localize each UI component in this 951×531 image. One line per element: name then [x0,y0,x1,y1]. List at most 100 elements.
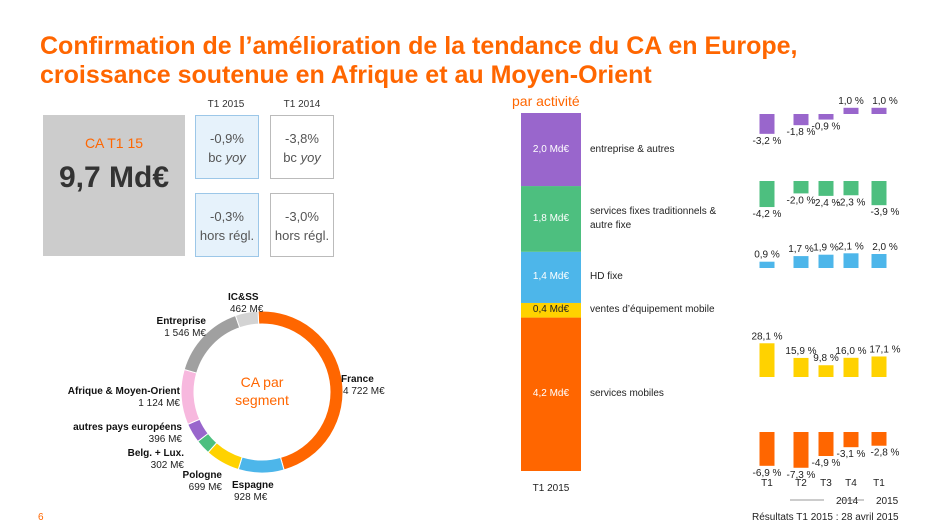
growth-label-ventes-d-quipement-mobile-4: 17,1 % [869,344,900,355]
revenue-kpi-box: CA T1 15 9,7 Md€ [43,115,185,256]
growth-label-ventes-d-quipement-mobile-3: 16,0 % [835,346,866,357]
donut-slice-espagne [237,456,285,474]
stack-value-ventes-d-quipement-mobile: 0,4 Md€ [532,304,570,316]
growth-bar-hd-fixe-2 [818,254,834,268]
footer-note: Résultats T1 2015 : 28 avril 2015 [752,512,899,523]
donut-label-ic-ss: IC&SS [228,292,259,303]
growth-bar-ventes-d-quipement-mobile-4 [871,356,887,377]
page-title: Confirmation de l’amélioration de la ten… [40,32,920,90]
year-label-2014: 2014 [836,496,859,506]
stack-label-entreprise-autres: entreprise & autres [590,143,675,155]
growth-label-hd-fixe-4: 2,0 % [872,242,898,253]
growth-label-hd-fixe-2: 1,9 % [813,243,839,254]
growth-basis: hors régl. [199,228,255,243]
stack-segment-services-fixes-traditionnels-autre-fixe [521,186,581,252]
quarter-label: T1 [761,478,773,489]
donut-slice-france [257,310,344,471]
growth-bar-services-mobiles-2 [818,432,834,457]
growth-bar-hd-fixe-0 [759,261,775,268]
revenue-kpi-label: CA T1 15 [84,135,144,151]
donut-value-afrique-moyen-orient: 1 124 M€ [138,398,180,409]
growth-bar-hd-fixe-1 [793,256,809,268]
growth-value: -0,9% [210,131,244,146]
donut-value-pologne: 699 M€ [189,482,223,493]
growth-bar-services-fixes-traditionnels-autre-fixe-1 [793,181,809,194]
growth-label-ventes-d-quipement-mobile-2: 9,8 % [813,353,839,364]
donut-label-france: France [341,374,374,385]
donut-label-autres-pays-europ-ens: autres pays européens [73,422,182,433]
growth-label-entreprise-autres-3: 1,0 % [838,96,864,107]
growth-bar-services-fixes-traditionnels-autre-fixe-0 [759,181,775,208]
growth-basis: bc yoy [283,150,321,165]
growth-small-multiples: -3,2 % -1,8 %-0,9 % 1,0 % 1,0 % -4,2 % -2,0 %… [752,96,901,506]
stack-label-services-fixes-traditionnels-autre-fixe: services fixes traditionnels & autre fix… [590,205,717,231]
donut-value-france: 4 722 M€ [343,386,385,397]
stack-value-services-fixes-traditionnels-autre-fixe: 1,8 Md€ [532,212,570,224]
growth-basis: bc yoy [208,150,246,165]
quarter-label: T1 [873,478,885,489]
stack-value-entreprise-autres: 2,0 Md€ [532,143,570,155]
growth-label-services-fixes-traditionnels-autre-fixe-0: -4,2 % [753,209,782,220]
donut-value-entreprise: 1 546 M€ [164,328,206,339]
growth-bar-hd-fixe-3 [843,253,859,268]
growth-bar-services-mobiles-3 [843,432,859,448]
title-line-2: croissance soutenue en Afrique et au Moy… [40,61,652,89]
growth-bar-services-mobiles-4 [871,432,887,446]
stack-x-label: T1 2015 [532,483,570,494]
growth-bar-services-fixes-traditionnels-autre-fixe-2 [818,181,834,196]
growth-bar-entreprise-autres-1 [793,114,809,126]
growth-label-entreprise-autres-2: -0,9 % [812,122,841,133]
donut-label-pologne: Pologne [183,470,223,481]
donut-slice-afrique-moyen-orient [180,368,201,426]
growth-label-services-mobiles-4: -2,8 % [871,448,900,459]
growth-cell-bc-2015: -0,9% bc yoy [195,115,259,179]
growth-value: -3,8% [285,131,319,146]
donut-label-afrique-moyen-orient: Afrique & Moyen-Orient [68,386,181,397]
activity-stacked-bar [521,113,581,471]
stack-segment-hd-fixe [521,251,581,303]
growth-label-hd-fixe-0: 0,9 % [754,250,780,261]
growth-bar-ventes-d-quipement-mobile-0 [759,343,775,377]
donut-slice-ic-ss [234,310,260,329]
growth-bar-services-fixes-traditionnels-autre-fixe-4 [871,181,887,206]
donut-value-ic-ss: 462 M€ [230,304,264,315]
growth-bar-hd-fixe-4 [871,254,887,268]
growth-bar-entreprise-autres-2 [818,114,834,120]
growth-bar-services-mobiles-1 [793,432,809,468]
growth-label-ventes-d-quipement-mobile-1: 15,9 % [785,346,816,357]
donut-value-belg-lux: 302 M€ [151,460,185,471]
growth-cell-excl-reg-2015: -0,3% hors régl. [195,193,259,257]
growth-bar-entreprise-autres-0 [759,114,775,134]
growth-label-services-fixes-traditionnels-autre-fixe-2: -2,4 % [812,198,841,209]
growth-label-hd-fixe-3: 2,1 % [838,241,864,252]
growth-bar-ventes-d-quipement-mobile-1 [793,357,809,377]
revenue-kpi-value: 9,7 Md€ [58,161,170,194]
growth-cell-excl-reg-2014: -3,0% hors régl. [270,193,334,257]
growth-bar-entreprise-autres-3 [843,107,859,114]
stack-label-hd-fixe: HD fixe [590,271,623,283]
growth-label-entreprise-autres-1: -1,8 % [787,127,816,138]
growth-bar-services-fixes-traditionnels-autre-fixe-3 [843,181,859,196]
growth-label-services-fixes-traditionnels-autre-fixe-1: -2,0 % [787,195,816,206]
growth-label-services-mobiles-2: -4,9 % [812,458,841,469]
stack-segment-ventes-d-quipement-mobile [521,302,581,318]
growth-bar-ventes-d-quipement-mobile-2 [818,365,834,377]
growth-label-services-mobiles-1: -7,3 % [787,470,816,481]
growth-value: -3,0% [285,209,319,224]
quarter-label: T2 [795,478,807,489]
donut-value-autres-pays-europ-ens: 396 M€ [149,434,183,445]
growth-value: -0,3% [210,209,244,224]
year-label-2015: 2015 [876,496,899,506]
donut-center-label: segment [235,392,289,408]
stack-value-hd-fixe: 1,4 Md€ [532,271,570,283]
growth-label-hd-fixe-1: 1,7 % [788,244,814,255]
quarter-label: T4 [845,478,857,489]
stack-value-services-mobiles: 4,2 Md€ [532,388,570,400]
quarter-label: T3 [820,478,832,489]
col-header-t1-2014: T1 2014 [283,99,321,110]
stack-segment-entreprise-autres [521,113,581,187]
donut-label-entreprise: Entreprise [157,316,207,327]
donut-label-espagne: Espagne [232,480,274,491]
growth-label-services-fixes-traditionnels-autre-fixe-4: -3,9 % [871,207,900,218]
